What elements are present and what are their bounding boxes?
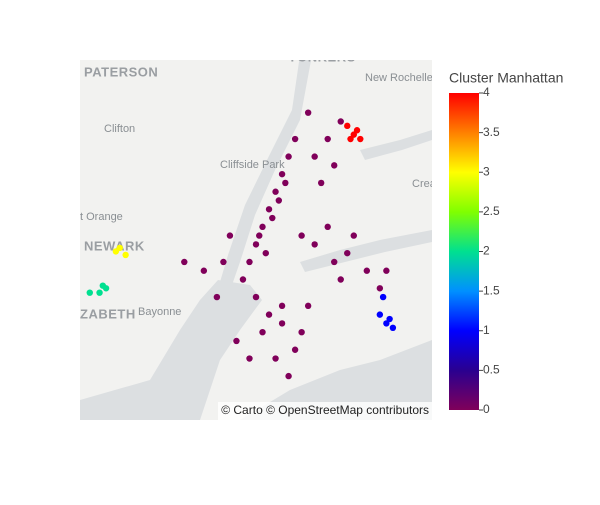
- map-label: YONKERS: [288, 49, 356, 64]
- point: [96, 289, 103, 296]
- point: [265, 311, 273, 318]
- colorbar-title: Cluster Manhattan: [449, 70, 563, 86]
- point: [112, 248, 120, 255]
- point: [246, 355, 253, 362]
- map-label: NEWARK: [84, 238, 145, 253]
- point: [389, 324, 397, 332]
- point: [122, 251, 129, 259]
- water: [220, 60, 312, 285]
- point: [298, 328, 305, 336]
- point: [256, 232, 263, 239]
- colorbar-tick-label: 3.5: [483, 125, 500, 139]
- colorbar: [449, 93, 479, 410]
- point: [311, 153, 318, 160]
- colorbar-tick-label: 2.5: [483, 204, 500, 218]
- point: [304, 109, 312, 116]
- map: PATERSON Clifton Cliffside Park New Roch…: [80, 49, 437, 420]
- point: [383, 320, 390, 327]
- point: [285, 153, 292, 160]
- colorbar-tick-label: 1.5: [483, 283, 500, 297]
- point: [298, 232, 305, 239]
- point: [379, 293, 387, 301]
- point: [285, 372, 292, 380]
- point: [278, 320, 286, 327]
- colorbar-ticks: 0 0.5 1 1.5 2 2.5 3 3.5 4: [479, 85, 500, 416]
- colorbar-tick-label: 4: [483, 85, 490, 99]
- point: [324, 135, 331, 143]
- point: [386, 315, 393, 323]
- point: [220, 258, 227, 266]
- map-label: PATERSON: [84, 64, 158, 79]
- point: [181, 258, 188, 266]
- point: [275, 197, 283, 204]
- point: [272, 355, 279, 362]
- point: [252, 241, 260, 248]
- point: [376, 285, 384, 292]
- colorbar-tick-label: 3: [483, 164, 490, 178]
- point: [350, 232, 357, 239]
- point: [282, 179, 289, 187]
- point: [99, 282, 107, 289]
- map-label: New Rochelle: [365, 72, 433, 84]
- point: [324, 223, 331, 231]
- point: [246, 258, 253, 266]
- point: [291, 346, 299, 353]
- attribution-bg: [218, 402, 432, 420]
- point: [252, 293, 260, 301]
- point: [350, 131, 357, 138]
- point: [344, 122, 351, 130]
- point: [259, 328, 266, 336]
- map-label: Cliffside Park: [220, 159, 285, 171]
- point: [357, 135, 364, 143]
- water: [80, 280, 262, 420]
- map-label: ZABETH: [80, 306, 136, 321]
- point: [304, 302, 312, 310]
- point: [265, 206, 273, 213]
- point: [272, 188, 279, 195]
- point: [291, 135, 299, 143]
- water: [360, 130, 432, 160]
- map-land: [80, 60, 432, 420]
- point: [311, 241, 318, 248]
- point: [383, 267, 390, 274]
- point: [226, 232, 234, 239]
- map-label: Crea: [412, 178, 437, 190]
- attribution[interactable]: © Carto © OpenStreetMap contributors: [221, 403, 429, 417]
- point: [337, 276, 344, 283]
- point: [239, 276, 247, 283]
- point: [331, 162, 338, 169]
- point: [262, 249, 269, 257]
- point: [337, 118, 344, 125]
- point: [278, 170, 286, 178]
- water: [240, 340, 432, 420]
- colorbar-tick-label: 0.5: [483, 363, 500, 377]
- colorbar-tick-label: 1: [483, 323, 490, 337]
- point: [363, 267, 371, 274]
- point: [200, 267, 208, 274]
- points: [86, 109, 397, 380]
- point: [278, 302, 286, 310]
- point: [213, 293, 221, 301]
- map-label: Clifton: [104, 123, 135, 135]
- point: [347, 135, 354, 143]
- point: [353, 127, 361, 134]
- point: [376, 311, 384, 318]
- map-label: Bayonne: [138, 306, 181, 318]
- point: [317, 179, 325, 187]
- colorbar-tick-label: 2: [483, 244, 490, 258]
- point: [331, 258, 338, 266]
- colorbar-tick-label: 0: [483, 402, 490, 416]
- point: [259, 223, 266, 231]
- point: [269, 214, 276, 222]
- point: [344, 249, 351, 257]
- point: [233, 337, 240, 345]
- point: [86, 289, 93, 296]
- map-label: t Orange: [80, 211, 123, 223]
